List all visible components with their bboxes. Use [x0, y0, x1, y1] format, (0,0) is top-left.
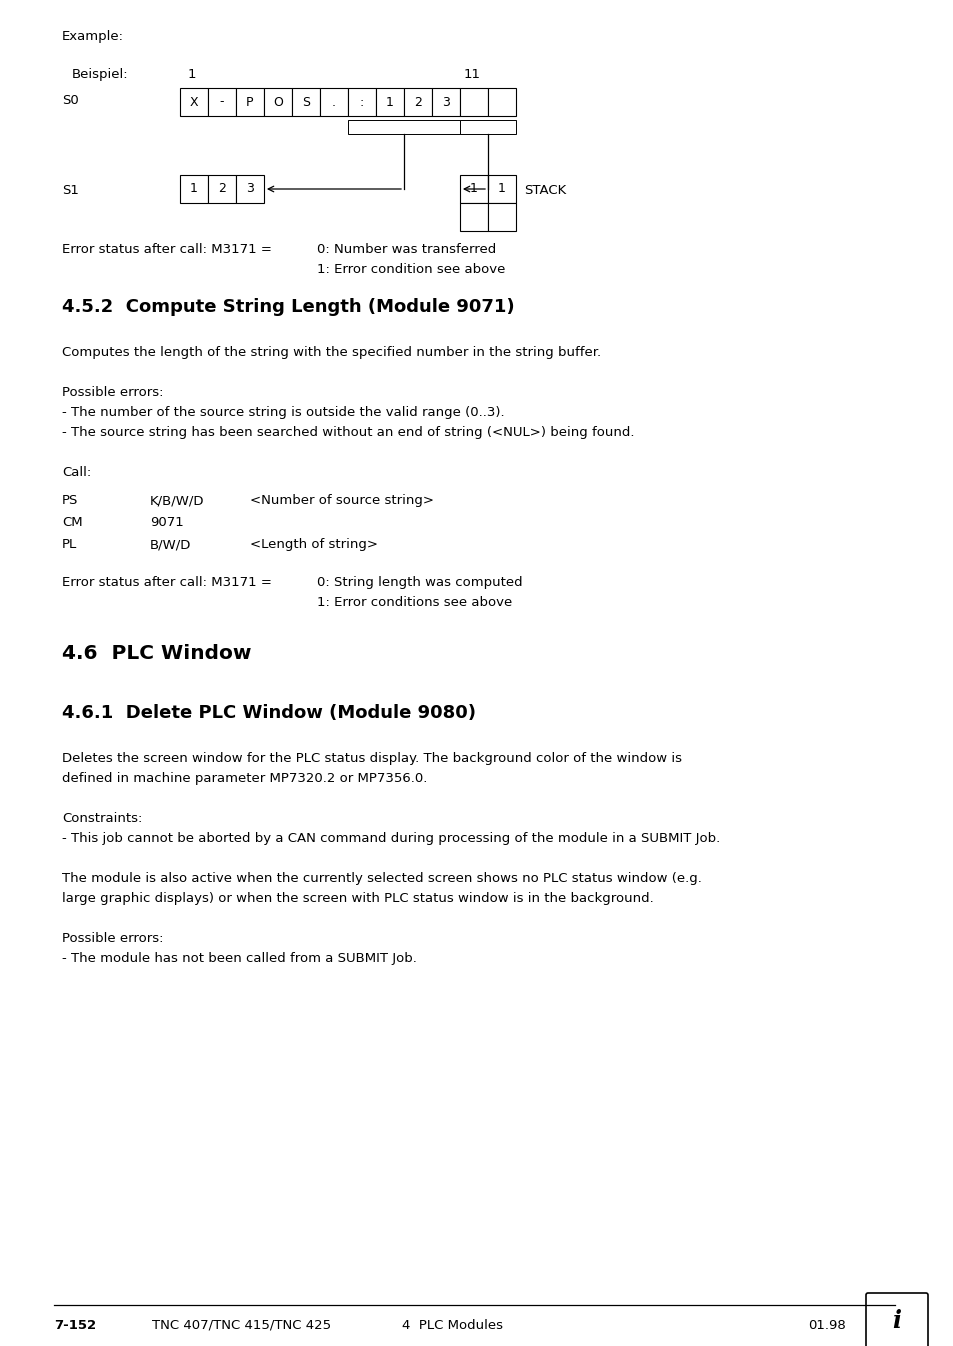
Text: Possible errors:: Possible errors: — [62, 931, 163, 945]
Bar — [208, 175, 235, 203]
Text: 2: 2 — [218, 183, 226, 195]
Bar — [264, 87, 292, 116]
Text: - This job cannot be aborted by a CAN command during processing of the module in: - This job cannot be aborted by a CAN co… — [62, 832, 720, 845]
Text: The module is also active when the currently selected screen shows no PLC status: The module is also active when the curre… — [62, 872, 701, 886]
Text: 7-152: 7-152 — [54, 1319, 96, 1333]
Text: TNC 407/TNC 415/TNC 425: TNC 407/TNC 415/TNC 425 — [152, 1319, 331, 1333]
Bar — [180, 87, 208, 116]
Text: 1: 1 — [190, 183, 197, 195]
Text: Computes the length of the string with the specified number in the string buffer: Computes the length of the string with t… — [62, 346, 600, 359]
Text: 1: 1 — [497, 183, 505, 195]
Bar — [208, 87, 235, 116]
Text: <Length of string>: <Length of string> — [250, 538, 377, 551]
Text: Possible errors:: Possible errors: — [62, 386, 163, 398]
Text: STACK: STACK — [523, 184, 566, 198]
Text: - The source string has been searched without an end of string (<NUL>) being fou: - The source string has been searched wi… — [62, 425, 634, 439]
Text: large graphic displays) or when the screen with PLC status window is in the back: large graphic displays) or when the scre… — [62, 892, 653, 905]
Bar — [459, 175, 488, 203]
Bar — [403, 87, 432, 116]
Bar — [292, 87, 319, 116]
Text: PL: PL — [62, 538, 77, 551]
Text: Error status after call: M3171 =: Error status after call: M3171 = — [62, 576, 272, 590]
Bar — [459, 203, 488, 232]
Text: X: X — [190, 96, 198, 109]
Text: 3: 3 — [441, 96, 450, 109]
Text: 4.6.1  Delete PLC Window (Module 9080): 4.6.1 Delete PLC Window (Module 9080) — [62, 704, 476, 721]
Text: 3: 3 — [246, 183, 253, 195]
Text: 1: 1 — [386, 96, 394, 109]
Text: CM: CM — [62, 516, 83, 529]
Bar — [180, 175, 208, 203]
Bar — [488, 203, 516, 232]
Text: 4.5.2  Compute String Length (Module 9071): 4.5.2 Compute String Length (Module 9071… — [62, 297, 514, 316]
Text: i: i — [892, 1310, 901, 1333]
Text: 4.6  PLC Window: 4.6 PLC Window — [62, 643, 252, 664]
Bar — [319, 87, 348, 116]
FancyBboxPatch shape — [865, 1294, 927, 1346]
Text: - The number of the source string is outside the valid range (0..3).: - The number of the source string is out… — [62, 406, 504, 419]
Text: <Number of source string>: <Number of source string> — [250, 494, 434, 507]
Text: Deletes the screen window for the PLC status display. The background color of th: Deletes the screen window for the PLC st… — [62, 752, 681, 765]
Bar — [459, 87, 488, 116]
Text: PS: PS — [62, 494, 78, 507]
Text: 2: 2 — [414, 96, 421, 109]
Text: Error status after call: M3171 =: Error status after call: M3171 = — [62, 244, 272, 256]
Text: 1: Error conditions see above: 1: Error conditions see above — [316, 596, 512, 608]
Bar — [348, 120, 459, 135]
Bar — [459, 120, 516, 135]
Bar — [235, 175, 264, 203]
Bar — [375, 87, 403, 116]
Bar — [432, 87, 459, 116]
Text: defined in machine parameter MP7320.2 or MP7356.0.: defined in machine parameter MP7320.2 or… — [62, 773, 427, 785]
Bar — [348, 87, 375, 116]
Bar — [488, 175, 516, 203]
Text: K/B/W/D: K/B/W/D — [150, 494, 204, 507]
Text: :: : — [359, 96, 364, 109]
Text: 1: 1 — [188, 69, 196, 81]
Text: S: S — [302, 96, 310, 109]
Text: 0: Number was transferred: 0: Number was transferred — [316, 244, 496, 256]
Text: S1: S1 — [62, 184, 79, 198]
Text: O: O — [273, 96, 283, 109]
Bar — [235, 87, 264, 116]
Text: 4  PLC Modules: 4 PLC Modules — [401, 1319, 502, 1333]
Text: 1: Error condition see above: 1: Error condition see above — [316, 262, 505, 276]
Text: P: P — [246, 96, 253, 109]
Text: 11: 11 — [463, 69, 480, 81]
Text: 1: 1 — [470, 183, 477, 195]
Text: - The module has not been called from a SUBMIT Job.: - The module has not been called from a … — [62, 952, 416, 965]
Text: 9071: 9071 — [150, 516, 184, 529]
Text: Beispiel:: Beispiel: — [71, 69, 129, 81]
Text: Call:: Call: — [62, 466, 91, 479]
Text: Example:: Example: — [62, 30, 124, 43]
Text: B/W/D: B/W/D — [150, 538, 192, 551]
Text: Constraints:: Constraints: — [62, 812, 142, 825]
Text: 0: String length was computed: 0: String length was computed — [316, 576, 522, 590]
Bar — [488, 87, 516, 116]
Text: 01.98: 01.98 — [807, 1319, 845, 1333]
Text: -: - — [219, 96, 224, 109]
Text: .: . — [332, 96, 335, 109]
Text: S0: S0 — [62, 93, 79, 106]
